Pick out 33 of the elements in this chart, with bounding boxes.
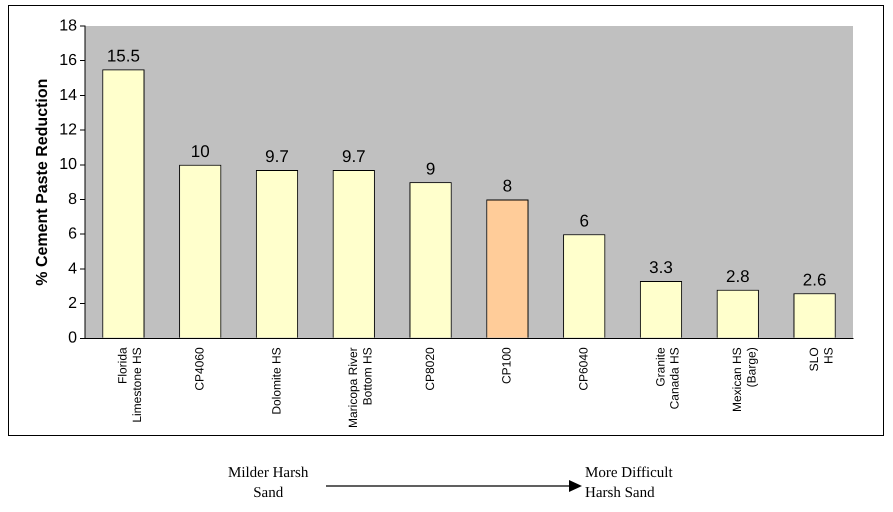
x-tick-label: Dolomite HS xyxy=(269,347,284,415)
data-label: 8 xyxy=(502,176,512,196)
y-tick-label: 0 xyxy=(68,330,78,347)
data-label: 10 xyxy=(190,142,210,161)
x-tick-label: CP100 xyxy=(500,346,514,384)
x-tick-label: CP8020 xyxy=(422,346,437,391)
data-label: 9 xyxy=(426,159,436,178)
y-tick-label: 8 xyxy=(68,190,78,208)
x-tick-label: SLO HS xyxy=(806,347,836,372)
data-label: 6 xyxy=(579,211,589,230)
data-label: 9.7 xyxy=(342,147,366,166)
y-tick-label: 18 xyxy=(59,17,78,34)
x-tick-label: CP6040 xyxy=(576,346,591,391)
y-tick-label: 12 xyxy=(59,122,78,139)
y-tick-label: 4 xyxy=(68,260,78,278)
y-tick-label: 10 xyxy=(59,156,78,174)
text: More Difficult Harsh Sand xyxy=(585,464,673,503)
y-tick-label: 2 xyxy=(68,295,78,312)
data-label: 15.5 xyxy=(106,46,140,66)
y-tick-label: 14 xyxy=(59,86,78,104)
x-tick-label: Florida Limestone HS xyxy=(116,346,144,423)
y-tick-label: 6 xyxy=(68,226,78,243)
x-tick-label: Granite Canada HS xyxy=(653,346,682,410)
x-tick-label: CP4060 xyxy=(192,346,207,391)
y-axis-title: % Cement Paste Reduction xyxy=(34,78,52,286)
x-tick-label: Mexican HS (Barge) xyxy=(730,347,759,412)
data-label: 2.6 xyxy=(802,270,826,290)
x-tick-label: Maricopa River Bottom HS xyxy=(346,347,375,428)
data-label: 3.3 xyxy=(649,258,673,278)
data-label: 2.8 xyxy=(726,266,750,286)
data-label: 9.7 xyxy=(265,147,289,166)
y-tick-label: 16 xyxy=(59,52,78,70)
text: Milder Harsh Sand xyxy=(228,464,308,503)
